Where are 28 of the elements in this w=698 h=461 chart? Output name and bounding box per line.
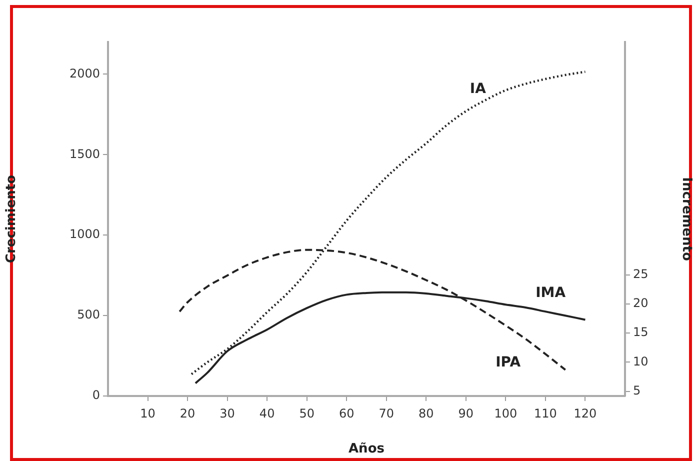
x-tick-label: 70 [378,406,394,420]
series-label: IA [470,80,486,97]
x-tick-label: 10 [140,406,156,420]
x-tick-label: 60 [338,406,354,420]
series-label: IPA [496,354,521,371]
y2-tick-label: 5 [633,383,641,398]
y2-tick-label: 10 [633,354,648,368]
series-label: IMA [536,285,566,302]
x-tick-label: 90 [458,406,474,420]
x-tick-label: 20 [180,406,196,420]
x-axis-title: Años [348,442,385,457]
x-tick-label: 40 [259,406,275,420]
y2-tick-label: 25 [633,267,648,282]
y-tick-label: 2000 [69,66,100,80]
x-tick-label: 120 [574,406,597,420]
y2-tick-label: 20 [633,296,648,310]
x-tick-label: 110 [534,406,557,420]
y2-tick-label: 15 [633,325,648,340]
y-tick-label: 0 [92,388,100,402]
y-tick-label: 1500 [69,146,100,161]
y2-axis-title: Incremento [678,177,694,261]
x-tick-label: 50 [299,406,314,420]
x-tick-label: 80 [418,406,434,420]
y-tick-label: 500 [77,308,100,322]
x-tick-label: 100 [494,406,518,420]
y-axis-title: Crecimiento [4,174,20,264]
y-tick-label: 1000 [69,227,100,242]
x-tick-label: 30 [220,406,235,420]
